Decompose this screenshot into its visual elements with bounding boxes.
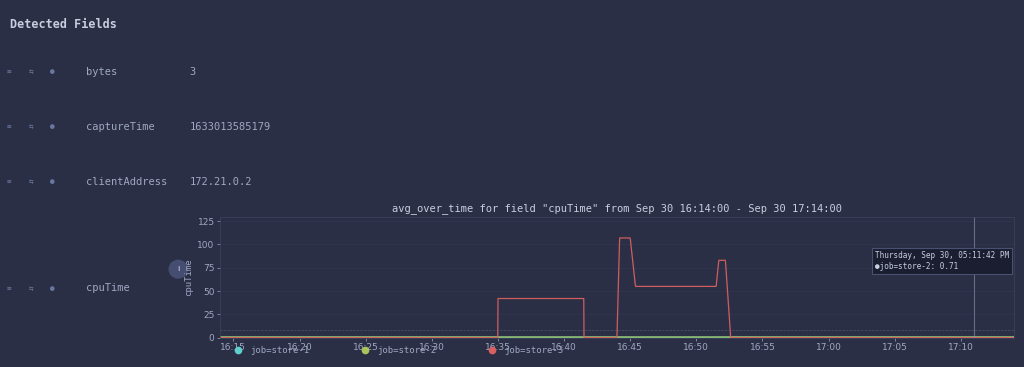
Text: ●: ● xyxy=(50,122,55,131)
Text: job=store-1: job=store-1 xyxy=(250,346,309,355)
Text: clientAddress: clientAddress xyxy=(86,177,167,187)
Text: ●: ● xyxy=(50,177,55,186)
Text: ⇆: ⇆ xyxy=(29,122,34,131)
Text: 3: 3 xyxy=(189,66,196,77)
Text: ≡: ≡ xyxy=(7,122,12,131)
Text: ⇆: ⇆ xyxy=(29,67,34,76)
Text: ⇆: ⇆ xyxy=(29,284,34,292)
Text: ●: ● xyxy=(50,67,55,76)
Text: 172.21.0.2: 172.21.0.2 xyxy=(189,177,252,187)
Text: ≡: ≡ xyxy=(7,177,12,186)
Text: captureTime: captureTime xyxy=(86,121,155,132)
Y-axis label: cpuTime: cpuTime xyxy=(184,258,194,296)
Title: avg_over_time for field "cpuTime" from Sep 30 16:14:00 - Sep 30 17:14:00: avg_over_time for field "cpuTime" from S… xyxy=(392,203,842,214)
Text: job=store-3: job=store-3 xyxy=(504,346,563,355)
Text: ≡: ≡ xyxy=(7,67,12,76)
Text: bytes: bytes xyxy=(86,66,118,77)
Text: Detected Fields: Detected Fields xyxy=(10,18,117,31)
Text: 1633013585179: 1633013585179 xyxy=(189,121,270,132)
Text: ●: ● xyxy=(50,284,55,292)
Text: ⇆: ⇆ xyxy=(29,177,34,186)
Text: cpuTime: cpuTime xyxy=(86,283,130,293)
Text: ≡: ≡ xyxy=(7,284,12,292)
Circle shape xyxy=(169,261,187,278)
Text: Thursday, Sep 30, 05:11:42 PM
●job=store-2: 0.71: Thursday, Sep 30, 05:11:42 PM ●job=store… xyxy=(874,251,1009,270)
Text: i: i xyxy=(177,266,179,272)
Text: job=store-2: job=store-2 xyxy=(377,346,436,355)
